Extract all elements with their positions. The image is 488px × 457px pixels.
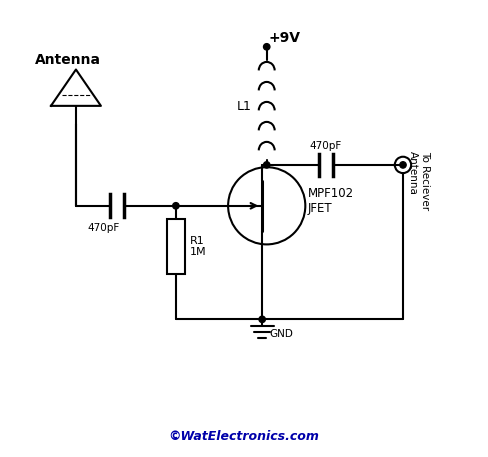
Text: GND: GND <box>269 329 293 339</box>
Text: MPF102
JFET: MPF102 JFET <box>307 187 354 215</box>
Circle shape <box>259 316 265 323</box>
Text: R1
1M: R1 1M <box>189 236 206 257</box>
Bar <box>167 219 185 274</box>
Circle shape <box>264 43 270 50</box>
Text: 470pF: 470pF <box>309 141 342 151</box>
Circle shape <box>400 162 406 168</box>
Text: To Reciever
Antenna: To Reciever Antenna <box>408 151 429 210</box>
Text: Antenna: Antenna <box>35 53 101 67</box>
Text: L1: L1 <box>237 101 252 113</box>
Text: ©WatElectronics.com: ©WatElectronics.com <box>168 430 320 443</box>
Circle shape <box>264 162 270 168</box>
Text: +9V: +9V <box>269 31 301 45</box>
Text: 470pF: 470pF <box>87 223 120 233</box>
Circle shape <box>173 202 179 209</box>
